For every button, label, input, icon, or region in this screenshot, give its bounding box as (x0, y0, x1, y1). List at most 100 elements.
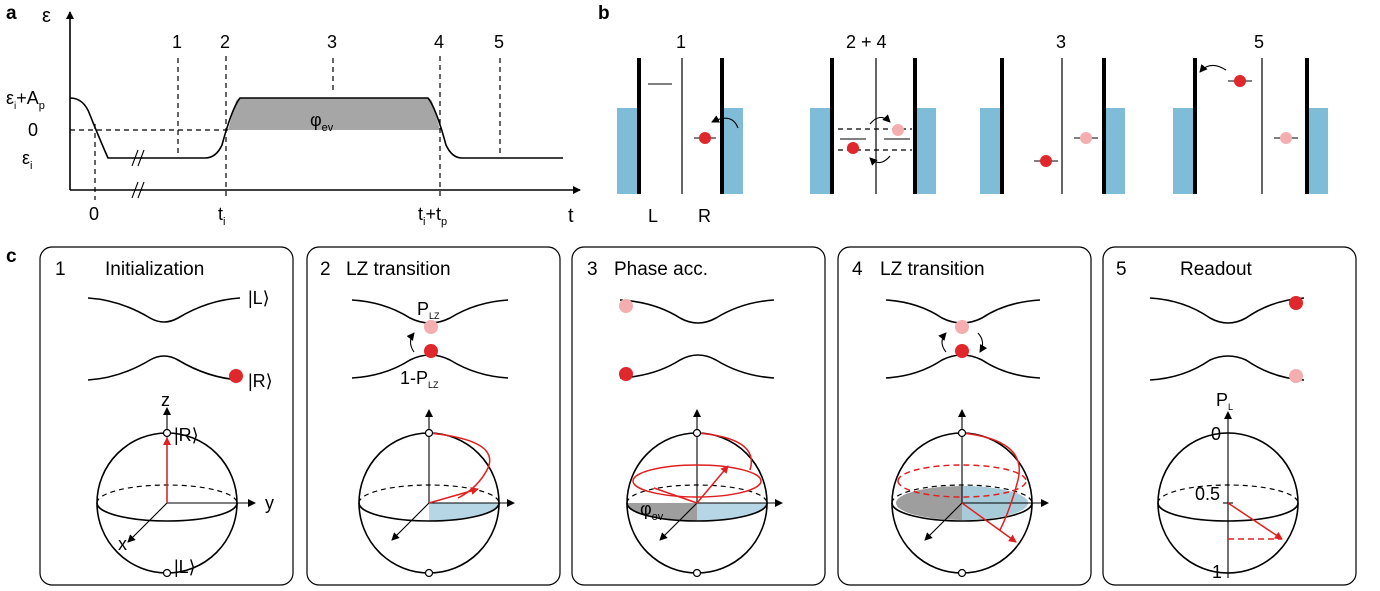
box-number-5: 5 (1116, 259, 1127, 280)
upper-energy-band (1149, 297, 1305, 324)
panel-label-b: b (598, 3, 610, 24)
ket-L-label: |L⟩ (248, 288, 270, 308)
panel-label-a: a (6, 3, 17, 24)
box-frame (39, 246, 294, 586)
x-label: x (118, 534, 127, 554)
left-reservoir (980, 108, 1000, 194)
equator-front (626, 502, 768, 522)
lower-state-faded (1289, 369, 1303, 383)
shaded-sector (429, 503, 499, 521)
box-frame (837, 246, 1092, 586)
electron (1040, 155, 1052, 167)
shaded-sector-blue (962, 503, 1028, 520)
initial-vector (653, 487, 698, 504)
transition-arrow-down (977, 332, 988, 353)
upper-state-faded (424, 320, 438, 334)
phase-label: φev (640, 499, 664, 523)
upper-state-faded (619, 299, 633, 313)
electron-faded (1080, 132, 1092, 144)
x-tick-ti-tp: ti+tp (418, 204, 447, 228)
electron (1234, 75, 1246, 87)
box-lz-transition-2: 4 LZ transition (837, 246, 1092, 586)
equator-front (96, 502, 238, 522)
electron-faded (892, 124, 904, 136)
precession-front (897, 480, 1027, 498)
panel-label-c: c (6, 246, 17, 267)
y-tick-zero: 0 (28, 120, 38, 140)
box-number-3: 3 (587, 259, 598, 280)
transition-arrow-up (869, 114, 891, 125)
ket-R-label: |R⟩ (248, 371, 273, 391)
panel-a: a ε t εi+Ap 0 εi 1 2 3 4 5 0 (6, 3, 581, 228)
box-frame (571, 246, 826, 586)
pl-tick-label-0: 0 (1211, 424, 1221, 444)
step-label-3: 3 (327, 32, 337, 52)
lower-energy-band (1149, 355, 1305, 381)
state-vector (961, 502, 1017, 543)
transition-arrow (406, 332, 415, 353)
epsilon-axis-label: ε (42, 5, 51, 27)
dot-diagram-1: 1 L R (617, 32, 743, 226)
north-pole (692, 428, 702, 438)
precession-back (632, 464, 762, 482)
break-mark (131, 181, 139, 199)
south-pole (162, 568, 172, 578)
south-pole (424, 568, 434, 578)
box-title-4: LZ transition (880, 259, 985, 280)
x-axis (659, 502, 698, 541)
diagram-title-3: 3 (1056, 32, 1066, 52)
equator-front (358, 502, 500, 522)
left-reservoir (1173, 108, 1193, 194)
phase-label: φev (310, 110, 334, 134)
dot-diagram-2-4: 2 + 4 (810, 32, 936, 194)
upper-state-dot (1289, 296, 1303, 310)
right-reservoir (1105, 108, 1125, 194)
box-lz-transition-1: 2 LZ transition PLZ 1-PLZ (306, 246, 561, 586)
diagram-title-5: 5 (1254, 32, 1264, 52)
dot-diagram-3: 3 (980, 32, 1125, 194)
box-number-4: 4 (852, 259, 863, 280)
break-mark (131, 149, 139, 167)
state-vector (428, 487, 479, 504)
y-tick-amplitude: εi+Ap (6, 88, 45, 112)
tunnel-arrow (711, 115, 739, 129)
precession-front (632, 480, 762, 498)
box-readout: 5 Readout PL 0 0.5 1 (1102, 246, 1357, 586)
x-axis (924, 502, 963, 541)
time-axis-label: t (568, 205, 574, 227)
dot-diagram-5: 5 (1173, 32, 1328, 194)
box-phase-acc: 3 Phase acc. φev (571, 246, 826, 586)
box-title-3: Phase acc. (614, 259, 708, 280)
upper-energy-band (87, 297, 241, 323)
pl-tick-label-05: 0.5 (1195, 484, 1220, 504)
z-label: z (161, 390, 170, 410)
box-initialization: 1 Initialization |L⟩ |R⟩ z y x |R⟩ |L⟩ (39, 246, 294, 586)
precession-back (897, 464, 1027, 482)
escape-arrow (1199, 64, 1227, 73)
electron (699, 132, 711, 144)
north-pole (162, 428, 172, 438)
box-number-1: 1 (55, 259, 66, 280)
transition-arrow-up (938, 332, 947, 353)
pl-axis-label: PL (1216, 390, 1233, 412)
diagram-title-2-4: 2 + 4 (846, 32, 887, 52)
electron-faded (1280, 132, 1292, 144)
lower-energy-band (619, 354, 775, 379)
right-reservoir (916, 108, 936, 194)
panel-b: b 1 L R 2 + 4 (598, 3, 1328, 226)
lower-energy-band (87, 355, 241, 381)
x-tick-zero: 0 (89, 204, 99, 224)
right-reservoir (723, 108, 743, 194)
trajectory (428, 432, 491, 499)
plz-label: PLZ (417, 299, 440, 321)
transition-arrow-down (869, 155, 891, 166)
box-title-1: Initialization (105, 259, 204, 280)
right-dot-label: R (698, 206, 711, 226)
phase-sector-grey (627, 503, 697, 521)
north-pole (957, 428, 967, 438)
box-title-5: Readout (1180, 259, 1253, 280)
left-reservoir (617, 108, 637, 194)
trajectory (696, 432, 753, 471)
state-vector (1227, 502, 1283, 540)
